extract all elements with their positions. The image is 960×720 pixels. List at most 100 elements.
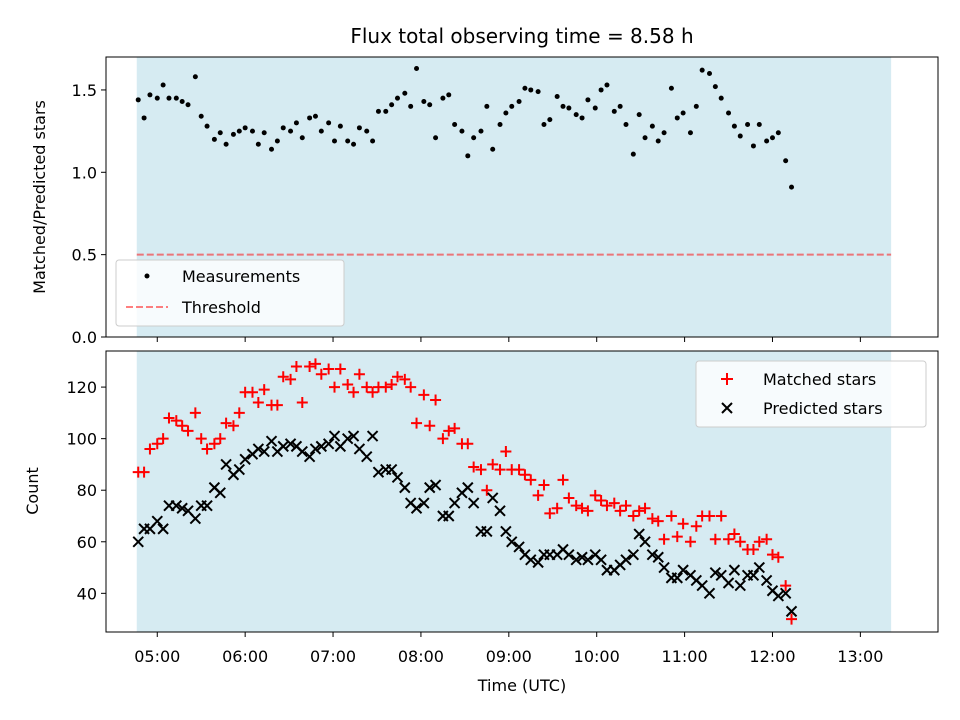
measurement-point [211,136,217,142]
matched-star-point [753,536,765,548]
measurement-point [642,135,648,141]
measurement-point [280,125,286,131]
matched-star-point [690,520,702,532]
predicted-star-point [385,463,398,476]
matched-star-point [353,368,365,380]
predicted-star-point [563,548,575,561]
predicted-star-point [525,554,537,566]
measurement-point [497,122,503,128]
matched-star-point [766,549,778,561]
predicted-star-point [448,497,461,509]
measurement-point [326,120,332,126]
matched-star-point [595,495,607,507]
predicted-star-point [399,481,411,494]
measurement-point [611,108,617,114]
matched-star-point [576,502,588,514]
measurement-point [560,103,566,109]
matched-star-point [525,474,537,486]
matched-star-point [214,433,226,445]
predicted-star-point [506,536,518,548]
top-y-tick-label: 1.5 [72,81,97,100]
legend-predicted-label: Predicted stars [763,399,883,418]
top-plot-frame [105,56,939,338]
matched-star-point [570,500,582,512]
legend-matched-marker [721,373,733,385]
measurement-point [465,153,471,159]
matched-star-point [481,484,493,496]
matched-star-point [462,438,474,450]
measurement-point [135,97,141,103]
matched-star-point [761,533,773,545]
measurement-point [312,113,318,119]
matched-star-point [227,420,239,432]
bottom-y-axis-label: Count [23,467,42,515]
top-y-axis-label: Matched/Predicted stars [30,100,49,294]
matched-star-point [671,531,683,543]
matched-star-point [386,379,398,391]
top-panel: 0.0 0.5 1.0 1.5 Matched/Predicted stars Mea… [30,56,939,347]
matched-star-point [157,433,169,445]
matched-star-point [277,371,289,383]
x-axis-label: Time (UTC) [477,676,566,695]
matched-star-point [323,363,335,375]
matched-star-point [290,360,302,372]
matched-star-point [780,580,792,592]
top-y-tick-label: 0.5 [72,246,97,265]
matched-star-point [399,373,411,385]
matched-star-point [665,510,677,522]
predicted-star-point [284,438,297,450]
measurement-point [230,131,236,137]
top-y-tick-label: 0.0 [72,328,97,347]
matched-star-point [639,502,651,514]
bottom-legend-box [695,360,927,428]
predicted-star-point [595,554,607,566]
predicted-star-point [315,440,328,453]
matched-star-point [304,360,316,372]
x-tick-label: 08:00 [398,647,444,666]
matched-star-point [646,513,658,525]
measurement-point [775,130,781,136]
top-y-tick-label: 1.0 [72,163,97,182]
legend-matched-label: Matched stars [763,370,876,389]
predicted-star-point [189,512,202,525]
matched-star-point [233,407,245,419]
matched-star-point [684,536,696,548]
matched-star-point [709,533,721,545]
measurement-point [337,123,343,129]
matched-star-point [620,500,632,512]
measurement-point [421,98,427,104]
legend-threshold-label: Threshold [181,298,261,317]
x-tick-label: 13:00 [837,647,883,666]
matched-star-point [170,415,182,427]
predicted-star-point [296,445,308,458]
matched-star-point [557,474,569,486]
bottom-plot-frame [105,350,939,633]
predicted-star-point [322,438,335,450]
matched-star-point [723,533,735,545]
matched-star-point [285,373,297,385]
measurement-point [269,146,275,152]
matched-star-point [703,510,715,522]
measurement-point [179,98,185,104]
matched-star-point [532,489,544,501]
measurement-point [566,105,572,111]
measurement-point [375,108,381,114]
matched-star-point [519,469,531,481]
measurement-point [288,128,294,134]
measurement-point [737,133,743,139]
matched-star-point [252,397,264,409]
predicted-star-point [760,574,773,587]
matched-star-point [538,479,550,491]
matched-star-point [424,420,436,432]
measurement-point [293,120,299,126]
predicted-star-point [582,554,594,566]
measurement-point [173,95,179,101]
measurement-point [394,95,400,101]
measurement-point [726,110,732,116]
measurement-point [414,66,420,72]
measurement-point [351,141,357,147]
measurement-point [661,130,667,136]
matched-star-point [652,515,664,527]
predicted-star-point [303,450,316,463]
matched-star-point [772,551,784,563]
